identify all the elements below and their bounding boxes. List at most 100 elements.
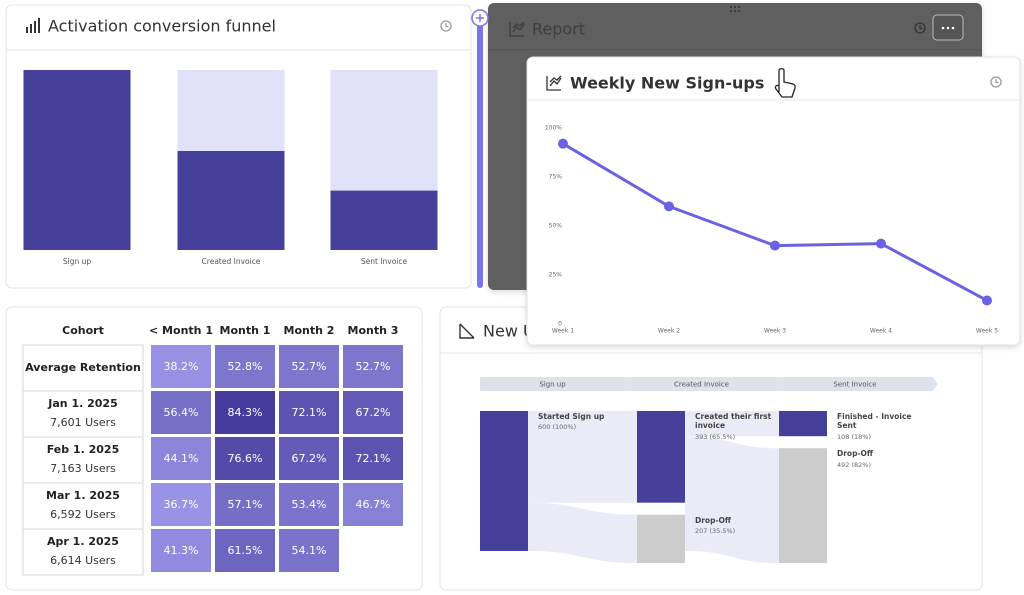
retention-value: 38.2% [164,360,199,373]
history-icon[interactable] [440,20,452,32]
node [637,411,685,503]
point [770,240,780,251]
retention-value: 46.7% [356,498,391,511]
history-icon[interactable] [914,22,926,34]
flow [685,411,779,437]
node-label: Created their first invoice 393 (65.5%) [695,412,781,441]
x-tick-label: Week 5 [976,328,998,335]
x-tick-label: Week 3 [764,328,786,335]
node [779,411,827,437]
row-label: Apr 1. 2025 [47,535,119,548]
panel-bg [526,56,1021,346]
row-users: 6,592 Users [50,508,116,521]
node-value: 492 (82%) [837,460,871,469]
node-name: Started Sign up [538,412,605,421]
retention-value: 52.7% [356,360,391,373]
retention-value: 41.3% [164,544,199,557]
point [982,295,992,306]
x-tick-label: Week 4 [870,328,892,335]
x-tick-label: Sign up [63,257,91,266]
chart-icon [509,21,525,37]
flow [528,411,637,503]
bar [177,151,285,250]
retention-value: 56.4% [164,406,199,419]
retention-cell [215,345,275,388]
retention-value: 67.2% [356,406,391,419]
point [876,238,886,249]
bar-remainder [177,70,285,151]
row-label: Jan 1. 2025 [47,397,117,410]
row-label-cell [22,528,144,576]
x-tick-label: Week 2 [658,328,680,335]
sankey-panel: New U Sign up Created Invoice Sent Invoice… [439,306,983,591]
stage-label: Sign up [539,381,566,389]
retention-cell [151,529,211,572]
node-label-box: Drop-Off 207 (35.5%) [695,516,781,536]
retention-value: 84.3% [228,406,263,419]
retention-cell [151,391,211,434]
retention-value: 57.1% [228,498,263,511]
row-label-cell [22,344,144,392]
node-label: Started Sign up 600 (100%) [538,412,624,432]
row-label: Average Retention [25,361,141,374]
retention-cell [343,345,403,388]
node-label: Drop-Off 207 (35.5%) [695,516,781,536]
panel-title: Activation conversion funnel [48,17,276,36]
retention-cell [279,529,339,572]
y-tick-label: 0 [558,321,562,328]
weekly-panel: Weekly New Sign-ups 0 25% 50% 75% 100% Week 1… [526,56,1021,346]
retention-cell [279,345,339,388]
x-tick-label: Sent Invoice [361,257,408,266]
retention-value: 44.1% [164,452,199,465]
retention-value: 54.1% [292,544,327,557]
point [558,138,568,149]
more-button[interactable] [932,14,964,41]
stage-label: Created Invoice [674,381,729,389]
bar [23,70,131,250]
cursor [774,68,796,98]
funnel-panel: Activation conversion funnel Sign up Crea… [5,4,472,289]
retention-cell [215,437,275,480]
panel-title: New U [483,322,535,341]
chart-icon [459,323,475,339]
node-name: Drop-Off [695,515,732,525]
retention-cell [279,483,339,526]
panel-title: Weekly New Sign-ups [570,74,764,93]
retention-cell [279,391,339,434]
node-value: 207 (35.5%) [695,527,736,536]
chart-icon [546,75,562,91]
retention-cell [215,391,275,434]
node-label-box: Started Sign up 600 (100%) [538,412,624,432]
column-header: < Month 1 [149,324,213,337]
row-label-cell [22,390,144,438]
retention-value: 72.1% [292,406,327,419]
row-label-cell [22,436,144,484]
retention-value: 72.1% [356,452,391,465]
retention-cell [215,529,275,572]
retention-value: 76.6% [228,452,263,465]
retention-cell [343,483,403,526]
row-users: 6,614 Users [50,554,116,567]
row-label: Mar 1. 2025 [46,489,120,502]
retention-value: 52.7% [292,360,327,373]
stage-label: Sent Invoice [833,381,876,389]
y-tick-label: 50% [549,223,563,230]
retention-value: 36.7% [164,498,199,511]
node-name: Created their first invoice [695,412,772,431]
y-tick-label: 25% [549,272,563,279]
row-label-cell [22,482,144,530]
node-value: 600 (100%) [538,423,577,432]
history-icon[interactable] [990,76,1002,88]
node-value: 108 (18%) [837,432,871,441]
resize-handle[interactable] [471,9,489,288]
stage-chevron [625,377,784,391]
drag-handle[interactable] [730,6,740,12]
row-users: 7,601 Users [50,416,116,429]
node-name: Finished - Invoice Sent [837,412,912,431]
column-header: Month 1 [220,324,271,337]
bar-remainder [330,70,438,191]
retention-cell [343,391,403,434]
retention-cell [151,437,211,480]
